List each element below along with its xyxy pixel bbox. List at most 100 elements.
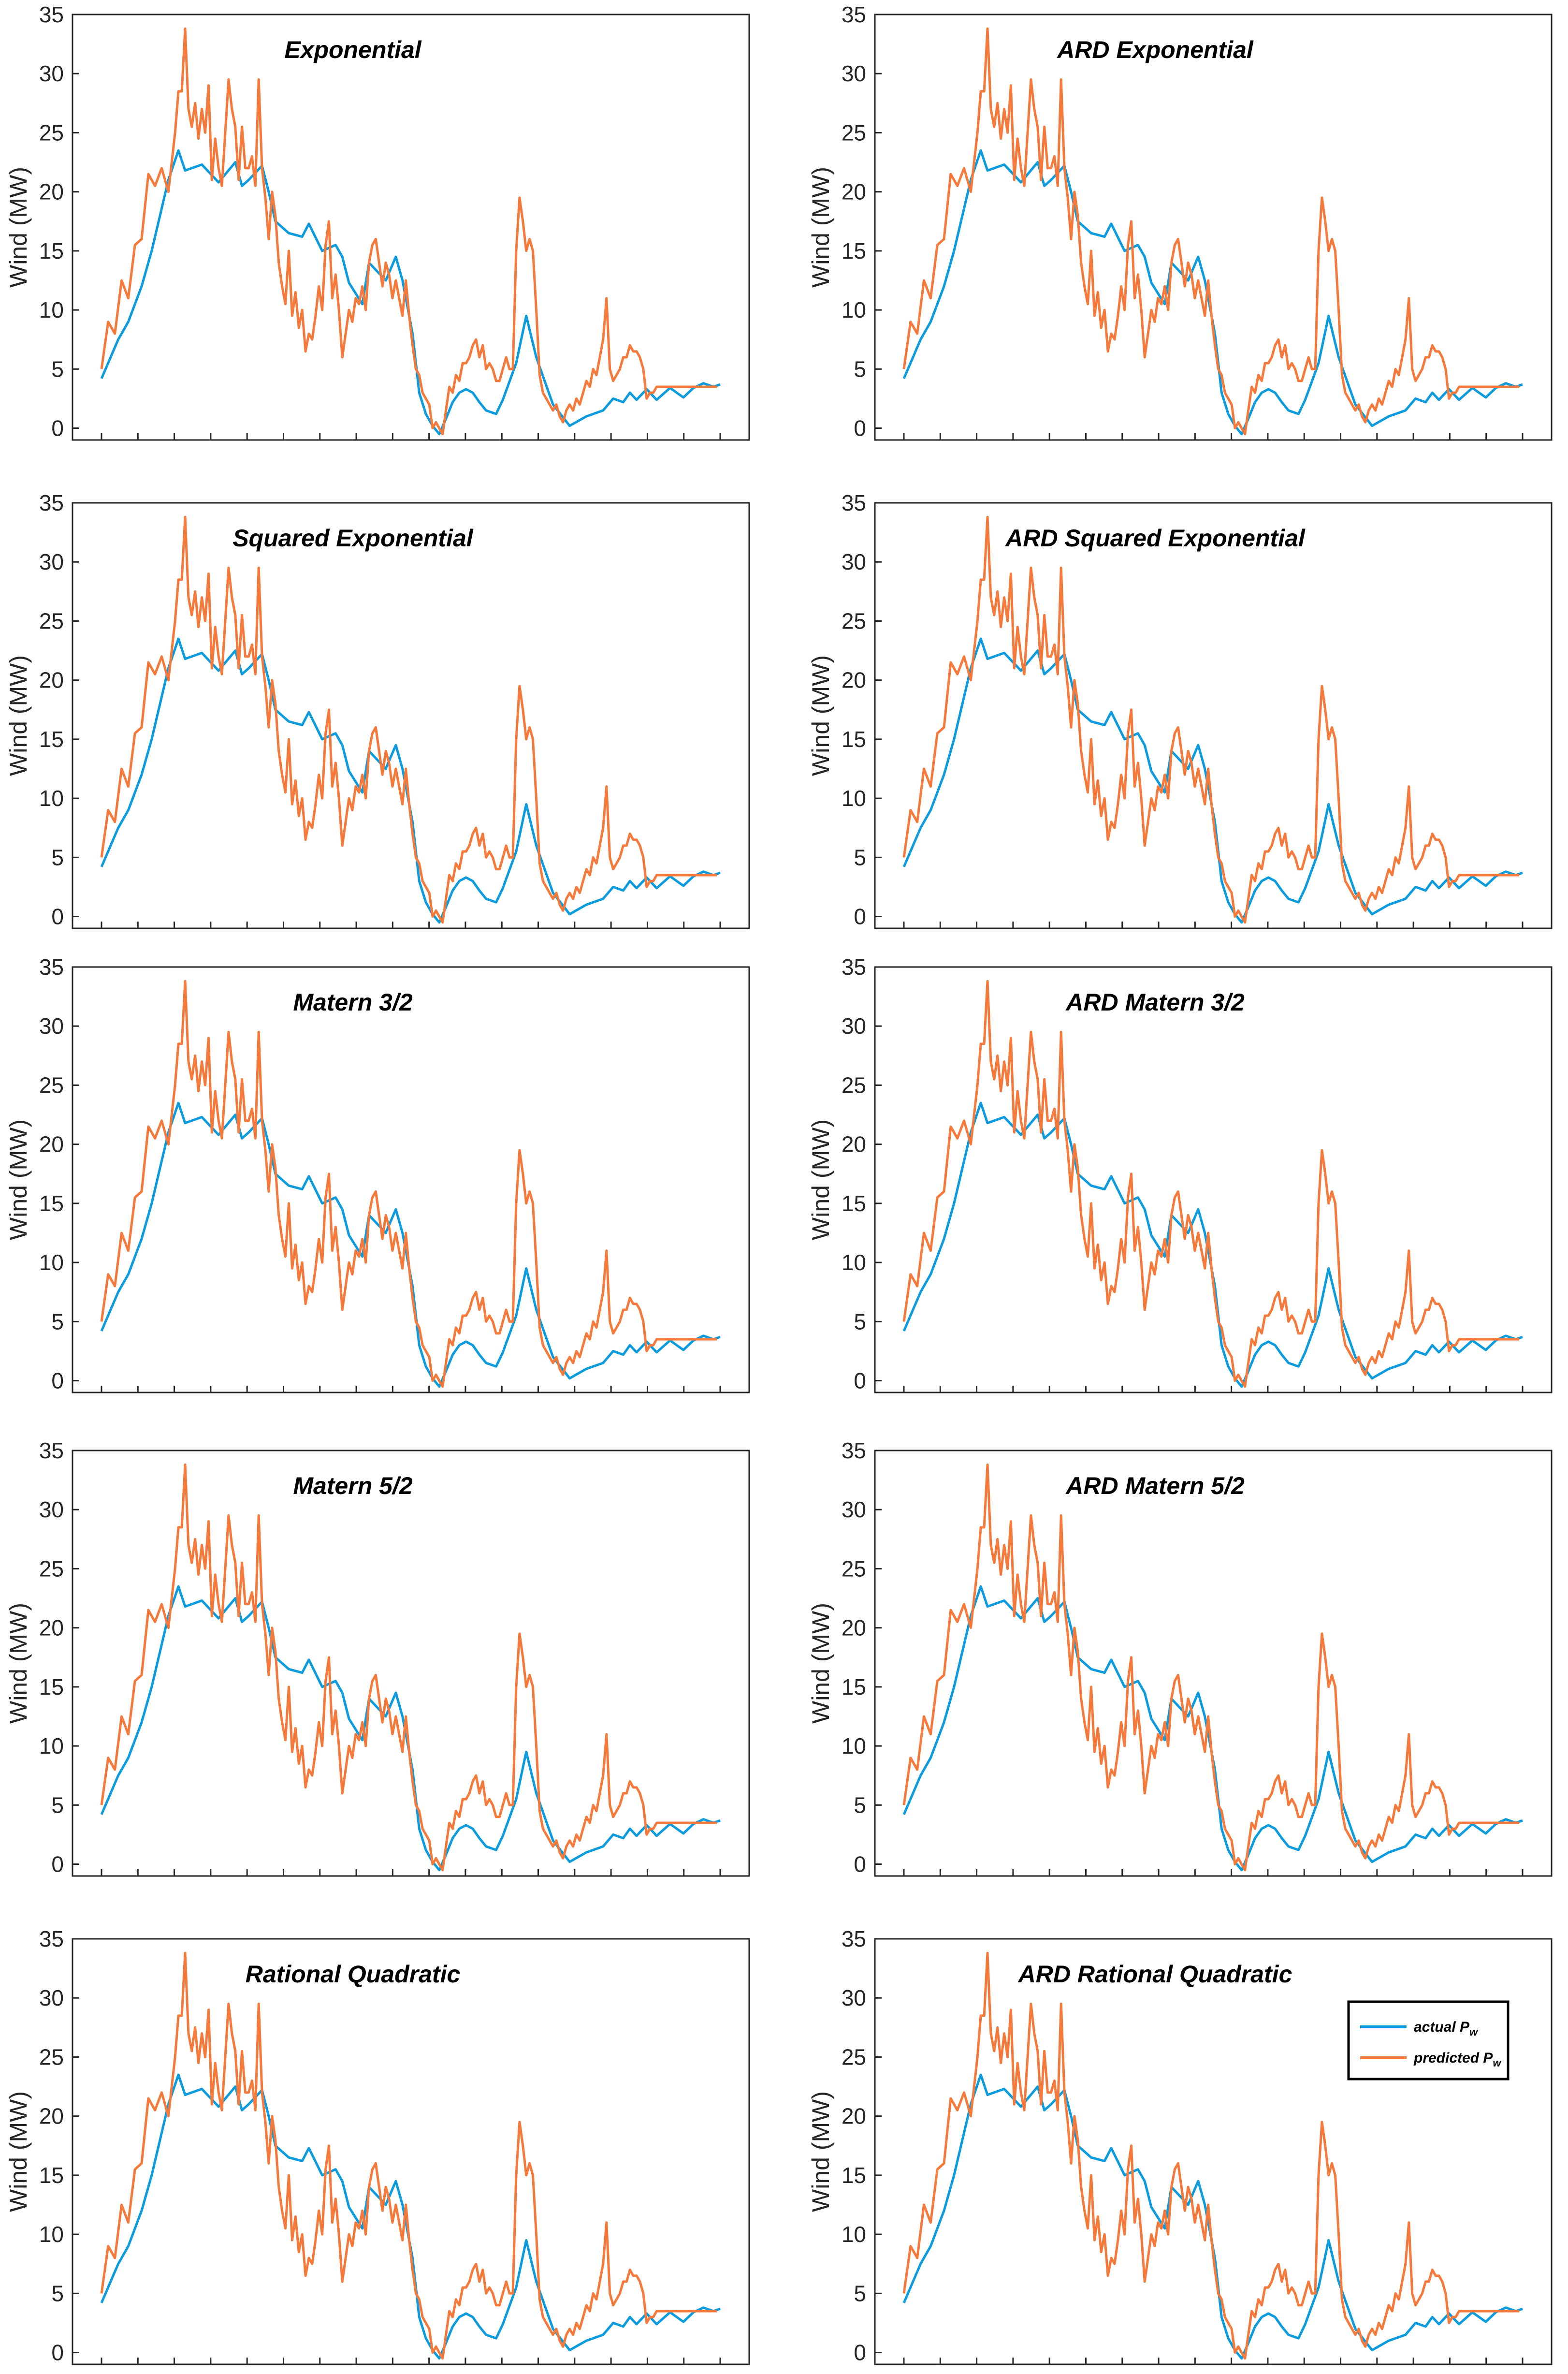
y-tick-label: 5 (51, 1309, 64, 1334)
y-tick-label: 35 (842, 1926, 866, 1951)
y-axis-label: Wind (MW) (5, 2091, 32, 2212)
y-tick-label: 30 (842, 1013, 866, 1039)
y-tick-label: 25 (39, 2044, 64, 2069)
axes-frame (874, 1450, 1553, 1877)
series-actual-line (902, 149, 1523, 436)
y-tick-label: 25 (39, 120, 64, 145)
axes-frame (72, 502, 750, 929)
y-tick-label: 25 (842, 608, 866, 633)
y-tick-label: 15 (39, 1674, 64, 1700)
panel-title: ARD Matern 3/2 (1065, 989, 1245, 1016)
axes-frame (72, 1938, 750, 2365)
y-tick-label: 30 (39, 1497, 64, 1522)
y-axis-label: Wind (MW) (5, 1603, 32, 1724)
legend-predicted-label: predicted Pw (1413, 2050, 1502, 2069)
y-tick-label: 25 (842, 120, 866, 145)
axes-frame (874, 966, 1553, 1393)
y-tick-label: 15 (842, 238, 866, 264)
y-tick-label: 25 (842, 1072, 866, 1098)
legend-subscript: w (1469, 2026, 1479, 2038)
y-tick-label: 15 (842, 1191, 866, 1216)
y-tick-label: 25 (842, 2044, 866, 2069)
y-tick-label: 35 (39, 1438, 64, 1463)
y-tick-label: 0 (854, 2340, 866, 2365)
y-tick-label: 0 (51, 416, 64, 441)
y-tick-label: 15 (39, 2163, 64, 2188)
chart-panel-8: 0 5 10 15 20 25 30 35 Wind (MW) ARD Matern 5/2 (807, 1438, 1553, 1877)
y-tick-label: 30 (842, 549, 866, 574)
y-tick-label: 35 (842, 490, 866, 515)
y-tick-label: 0 (51, 904, 64, 929)
chart-panel-10: 0 5 10 15 20 25 30 35 Wind (MW) ARD Rational Quad… (807, 1926, 1553, 2365)
panel-title: ARD Squared Exponential (1004, 525, 1306, 552)
y-tick-label: 15 (39, 1191, 64, 1216)
y-tick-label: 30 (842, 61, 866, 86)
series-predicted-line (902, 1463, 1520, 1872)
y-axis-label: Wind (MW) (5, 655, 32, 776)
y-tick-label: 10 (842, 1733, 866, 1759)
y-tick-label: 20 (842, 2104, 866, 2129)
y-tick-label: 0 (854, 416, 866, 441)
y-tick-label: 30 (842, 1497, 866, 1522)
y-tick-label: 0 (854, 1368, 866, 1393)
y-tick-label: 30 (39, 61, 64, 86)
panel-title: Exponential (284, 36, 421, 63)
y-tick-label: 5 (854, 1792, 866, 1817)
y-tick-label: 10 (842, 297, 866, 322)
y-tick-label: 20 (842, 179, 866, 205)
series-actual-line (902, 1101, 1523, 1388)
legend: actual Pw predicted Pw (1347, 2000, 1510, 2081)
axes-frame (72, 1450, 750, 1877)
chart-panel-1: 0 5 10 15 20 25 30 35 Wind (MW) Exponential (5, 2, 750, 441)
chart-panel-6: 0 5 10 15 20 25 30 35 Wind (MW) ARD Matern 3/2 (807, 954, 1553, 1393)
y-tick-label: 5 (51, 356, 64, 381)
axes-frame (72, 14, 750, 441)
series-predicted-line (100, 1463, 717, 1872)
y-tick-label: 35 (39, 1926, 64, 1951)
y-tick-label: 5 (854, 356, 866, 381)
series-actual-line (100, 1101, 721, 1388)
y-tick-label: 10 (842, 2222, 866, 2247)
y-tick-label: 30 (39, 1985, 64, 2010)
y-tick-label: 20 (39, 668, 64, 693)
series-actual-line (100, 149, 721, 436)
panel-title: ARD Matern 5/2 (1065, 1472, 1245, 1499)
axes-frame (874, 502, 1553, 929)
series-actual-line (902, 1585, 1523, 1872)
series-actual-line (902, 2073, 1523, 2360)
y-tick-label: 20 (842, 668, 866, 693)
y-tick-label: 0 (854, 904, 866, 929)
series-predicted-line (100, 515, 717, 924)
y-tick-label: 10 (39, 1250, 64, 1275)
series-predicted-line (100, 27, 717, 436)
y-tick-label: 15 (842, 2163, 866, 2188)
y-tick-label: 5 (51, 1792, 64, 1817)
y-tick-label: 35 (39, 2, 64, 27)
legend-actual-label: actual Pw (1414, 2019, 1479, 2038)
panel-title: Matern 3/2 (293, 989, 413, 1016)
y-tick-label: 5 (51, 845, 64, 870)
chart-panel-3: 0 5 10 15 20 25 30 35 Wind (MW) Squared Exponenti… (5, 490, 750, 929)
panel-title: Matern 5/2 (293, 1472, 413, 1499)
y-tick-label: 30 (39, 549, 64, 574)
series-actual-line (100, 2073, 721, 2360)
y-tick-label: 10 (842, 1250, 866, 1275)
axes-frame (874, 14, 1553, 441)
y-tick-label: 20 (39, 2104, 64, 2129)
series-predicted-line (902, 980, 1520, 1388)
y-tick-label: 5 (51, 2281, 64, 2306)
y-tick-label: 10 (39, 786, 64, 811)
y-tick-label: 30 (39, 1013, 64, 1039)
y-tick-label: 35 (39, 954, 64, 980)
y-tick-label: 5 (854, 2281, 866, 2306)
y-axis-label: Wind (MW) (807, 1603, 834, 1724)
series-predicted-line (100, 980, 717, 1388)
chart-panel-5: 0 5 10 15 20 25 30 35 Wind (MW) Matern 3/2 (5, 954, 750, 1393)
y-tick-label: 25 (39, 1556, 64, 1581)
panel-title: ARD Exponential (1056, 36, 1254, 63)
y-axis-label: Wind (MW) (807, 1119, 834, 1240)
y-tick-label: 0 (51, 1852, 64, 1877)
y-axis-label: Wind (MW) (807, 2091, 834, 2212)
panel-title: Rational Quadratic (246, 1961, 461, 1988)
panel-title: ARD Rational Quadratic (1017, 1961, 1292, 1988)
